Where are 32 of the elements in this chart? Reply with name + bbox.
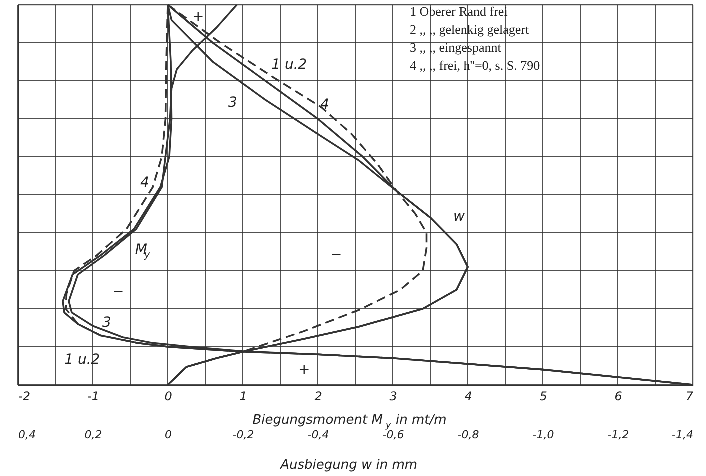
x2-tick-label: -1,2 [608, 428, 630, 442]
x2-tick-label: 0,2 [84, 428, 102, 442]
x-tick-label: 7 [686, 390, 694, 404]
annotation: 1 u.2 [272, 57, 308, 73]
x-tick-label: 1 [240, 390, 248, 404]
x2-tick-label: -0,8 [458, 428, 480, 442]
annotation: 3 [228, 95, 238, 111]
x2-tick-label: -1,4 [672, 428, 694, 442]
annotation: − [112, 284, 124, 300]
x-tick-label: -1 [88, 390, 100, 404]
x-tick-label: 6 [614, 390, 623, 404]
x2-tick-label: 0,4 [18, 428, 36, 442]
annotation: + [192, 9, 204, 25]
x2-axis-title: Ausbiegung w in mm [280, 458, 418, 473]
x-tick-label: 4 [464, 390, 472, 404]
annotation: w [454, 209, 466, 225]
annotation: 4 [140, 175, 150, 191]
annotation: 3 [102, 315, 112, 331]
x-axis-title: Biegungsmoment My in mt/m [252, 413, 447, 431]
x2-tick-label: -1,0 [532, 428, 554, 442]
x-tick-label: 5 [540, 390, 548, 404]
x-tick-label: -2 [18, 390, 30, 404]
x-tick-label: 0 [164, 390, 173, 404]
x2-tick-label: -0,6 [382, 428, 404, 442]
annotation: + [298, 362, 310, 378]
annotation: − [330, 247, 342, 263]
annotation: 4 [320, 97, 330, 113]
x-tick-label: 2 [314, 390, 322, 404]
x-tick-label: 3 [390, 390, 398, 404]
x2-tick-label: -0,4 [308, 428, 330, 442]
x2-tick-label: 0 [165, 428, 172, 442]
x2-tick-label: -0,2 [232, 428, 254, 442]
